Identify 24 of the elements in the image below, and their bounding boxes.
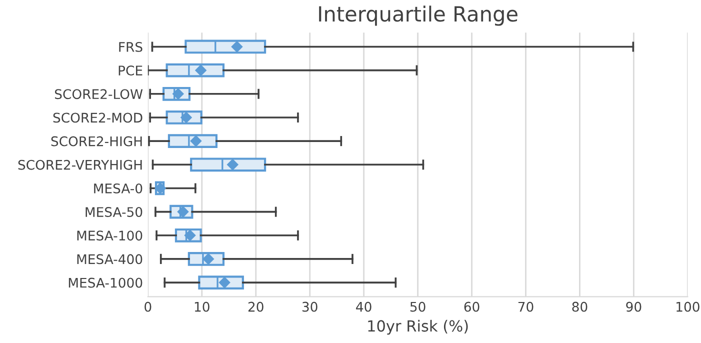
y-tick-label: MESA-0 xyxy=(94,183,142,194)
x-axis-title: 10yr Risk (%) xyxy=(368,320,468,335)
x-tick-label: 100 xyxy=(676,302,700,312)
x-tick-label: 20 xyxy=(248,302,264,312)
y-tick-label: MESA-1000 xyxy=(68,278,142,288)
x-tick-label: 30 xyxy=(302,302,318,312)
x-tick-label: 90 xyxy=(626,302,642,312)
y-tick-label: SCORE2-MOD xyxy=(53,112,142,123)
x-tick-label: 50 xyxy=(410,302,426,312)
y-tick-label: PCE xyxy=(118,66,142,76)
x-tick-label: 60 xyxy=(464,302,480,312)
y-tick-label: MESA-50 xyxy=(86,207,142,218)
y-tick-label: FRS xyxy=(119,42,142,52)
y-tick-label: MESA-400 xyxy=(77,254,142,264)
x-tick-label: 0 xyxy=(144,302,152,312)
chart-title: Interquartile Range xyxy=(319,6,518,26)
y-tick-label: SCORE2-LOW xyxy=(54,89,143,100)
x-tick-label: 70 xyxy=(518,302,534,312)
y-tick-label: SCORE2-VERYHIGH xyxy=(18,160,142,170)
y-tick-label: MESA-100 xyxy=(77,230,142,241)
x-tick-label: 40 xyxy=(356,302,372,312)
y-tick-label: SCORE2-HIGH xyxy=(51,136,142,146)
x-tick-label: 80 xyxy=(572,302,588,312)
x-tick-label: 10 xyxy=(194,302,210,312)
